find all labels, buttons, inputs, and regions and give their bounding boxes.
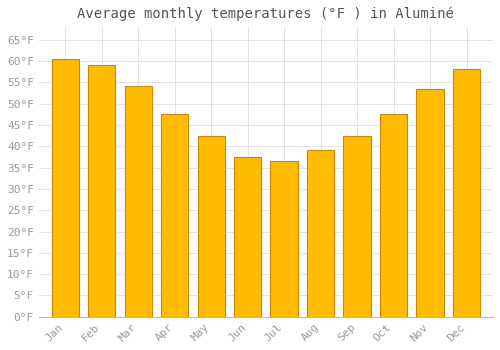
- Title: Average monthly temperatures (°F ) in Aluminé: Average monthly temperatures (°F ) in Al…: [78, 7, 454, 21]
- Bar: [307, 150, 334, 317]
- Bar: [344, 135, 371, 317]
- Bar: [234, 157, 262, 317]
- Bar: [161, 114, 188, 317]
- Bar: [380, 114, 407, 317]
- Bar: [88, 65, 116, 317]
- Bar: [453, 69, 480, 317]
- Bar: [270, 161, 298, 317]
- Bar: [198, 135, 225, 317]
- Bar: [52, 59, 79, 317]
- Bar: [416, 89, 444, 317]
- Bar: [124, 86, 152, 317]
